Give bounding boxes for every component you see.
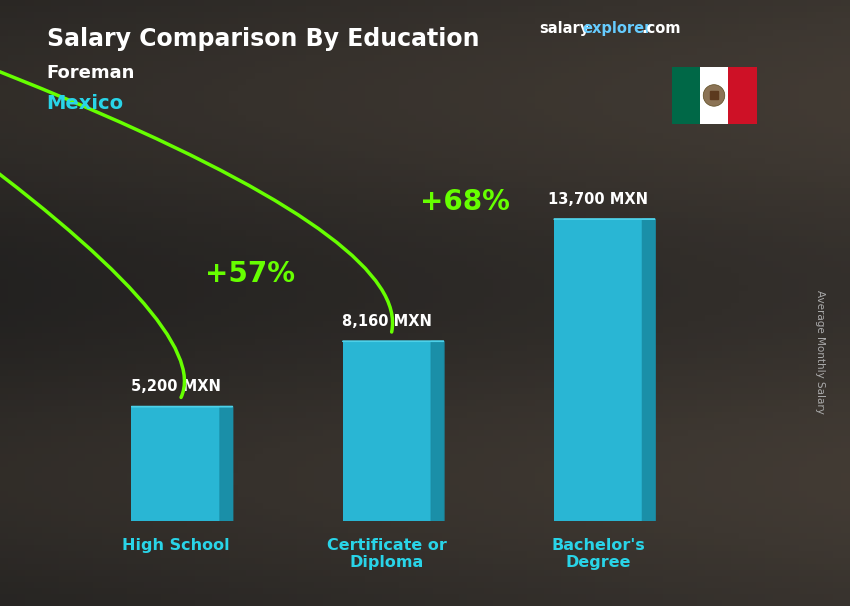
Bar	[553, 219, 643, 521]
Text: .com: .com	[642, 21, 681, 36]
Text: salary: salary	[540, 21, 590, 36]
Text: Salary Comparison By Education: Salary Comparison By Education	[47, 27, 479, 52]
Polygon shape	[643, 219, 655, 521]
Text: 8,160 MXN: 8,160 MXN	[342, 314, 432, 328]
Polygon shape	[431, 341, 444, 521]
Circle shape	[703, 85, 725, 106]
Bar	[700, 67, 728, 124]
Bar	[672, 67, 700, 124]
Text: 5,200 MXN: 5,200 MXN	[131, 379, 221, 394]
Bar	[728, 67, 756, 124]
Text: Mexico: Mexico	[47, 94, 124, 113]
Bar	[343, 341, 431, 521]
Text: 13,700 MXN: 13,700 MXN	[548, 191, 648, 207]
Text: Foreman: Foreman	[47, 64, 135, 82]
Text: Average Monthly Salary: Average Monthly Salary	[815, 290, 825, 413]
Text: explorer: explorer	[582, 21, 652, 36]
Text: +68%: +68%	[420, 188, 510, 216]
Bar	[131, 407, 220, 521]
Text: +57%: +57%	[205, 261, 295, 288]
Polygon shape	[220, 407, 233, 521]
